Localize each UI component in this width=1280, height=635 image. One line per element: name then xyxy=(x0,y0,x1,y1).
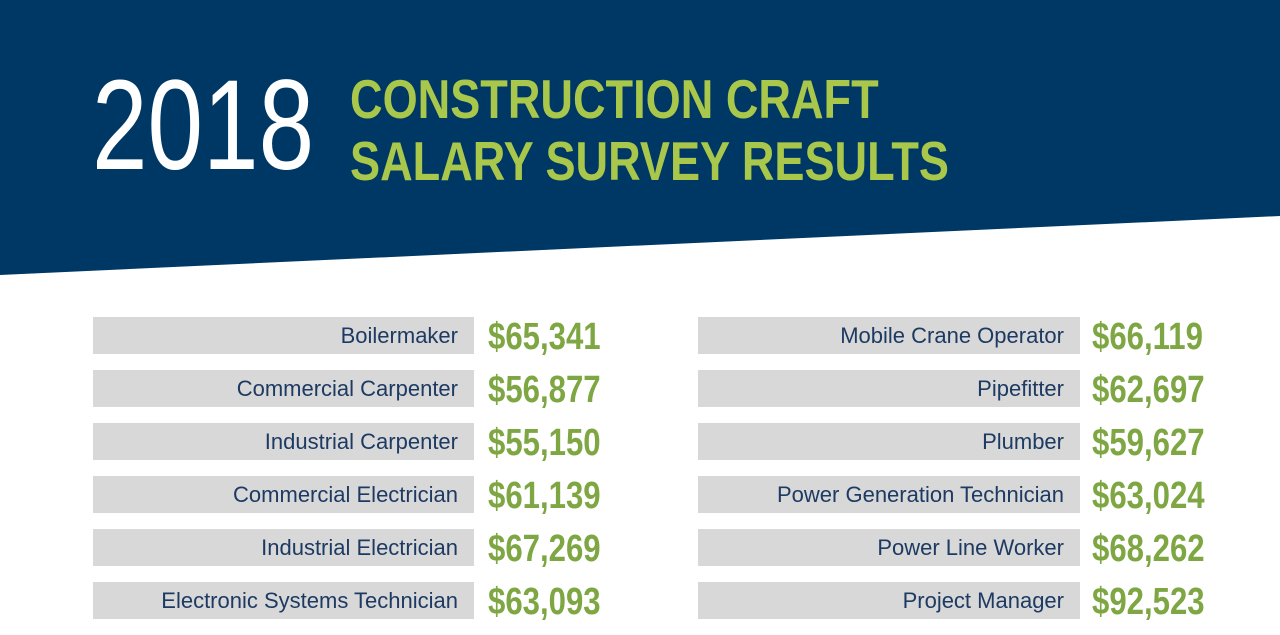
craft-label-box: Project Manager xyxy=(698,582,1080,619)
craft-label: Industrial Electrician xyxy=(261,534,458,560)
salary-value: $61,139 xyxy=(488,475,601,517)
craft-label: Electronic Systems Technician xyxy=(161,587,458,613)
salary-value: $63,093 xyxy=(488,581,601,623)
craft-label-box: Power Line Worker xyxy=(698,529,1080,566)
page-title: CONSTRUCTION CRAFT SALARY SURVEY RESULTS xyxy=(350,68,949,192)
title-line-2: SALARY SURVEY RESULTS xyxy=(350,130,949,192)
salary-value: $66,119 xyxy=(1092,316,1203,358)
craft-label-box: Electronic Systems Technician xyxy=(93,582,474,619)
title-line-1: CONSTRUCTION CRAFT xyxy=(350,68,879,130)
craft-label-box: Industrial Electrician xyxy=(93,529,474,566)
salary-value: $63,024 xyxy=(1092,475,1205,517)
salary-value: $92,523 xyxy=(1092,581,1205,623)
craft-label-box: Power Generation Technician xyxy=(698,476,1080,513)
salary-value: $55,150 xyxy=(488,422,601,464)
craft-label: Industrial Carpenter xyxy=(264,428,458,454)
salary-value: $59,627 xyxy=(1092,422,1205,464)
salary-value: $56,877 xyxy=(488,369,601,411)
craft-label: Commercial Carpenter xyxy=(236,375,458,401)
survey-year: 2018 xyxy=(92,54,315,197)
header-banner xyxy=(0,0,1280,280)
craft-label: Pipefitter xyxy=(977,375,1064,401)
craft-label-box: Commercial Carpenter xyxy=(93,370,474,407)
salary-value: $68,262 xyxy=(1092,528,1205,570)
craft-label-box: Industrial Carpenter xyxy=(93,423,474,460)
craft-label-box: Pipefitter xyxy=(698,370,1080,407)
craft-label: Mobile Crane Operator xyxy=(840,322,1064,348)
craft-label: Power Generation Technician xyxy=(777,481,1064,507)
salary-value: $62,697 xyxy=(1092,369,1205,411)
craft-label: Plumber xyxy=(982,428,1064,454)
craft-label: Project Manager xyxy=(902,587,1064,613)
salary-value: $65,341 xyxy=(488,316,601,358)
craft-label-box: Commercial Electrician xyxy=(93,476,474,513)
salary-value: $67,269 xyxy=(488,528,601,570)
craft-label: Commercial Electrician xyxy=(233,481,458,507)
craft-label-box: Boilermaker xyxy=(93,317,474,354)
craft-label: Boilermaker xyxy=(340,322,458,348)
banner-background xyxy=(0,0,1280,275)
craft-label-box: Plumber xyxy=(698,423,1080,460)
craft-label: Power Line Worker xyxy=(877,534,1064,560)
craft-label-box: Mobile Crane Operator xyxy=(698,317,1080,354)
